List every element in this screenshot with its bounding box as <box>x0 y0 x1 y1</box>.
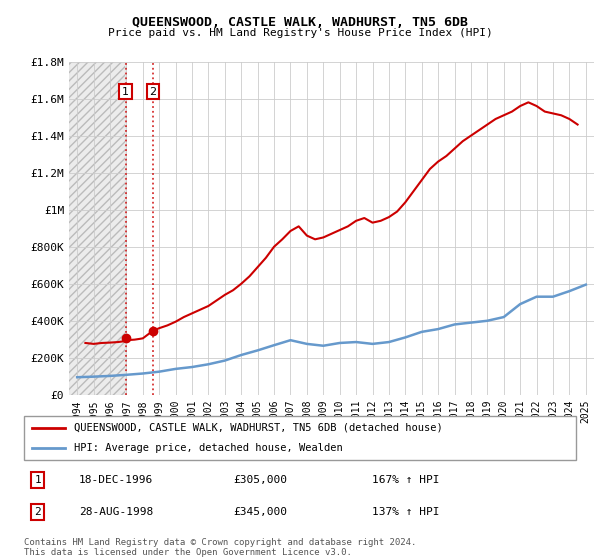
Bar <box>69 62 125 395</box>
Text: 167% ↑ HPI: 167% ↑ HPI <box>372 475 439 485</box>
Text: 1: 1 <box>34 475 41 485</box>
Text: Price paid vs. HM Land Registry's House Price Index (HPI): Price paid vs. HM Land Registry's House … <box>107 28 493 38</box>
Text: QUEENSWOOD, CASTLE WALK, WADHURST, TN5 6DB: QUEENSWOOD, CASTLE WALK, WADHURST, TN5 6… <box>132 16 468 29</box>
Text: 2: 2 <box>149 87 157 96</box>
Bar <box>69 62 125 395</box>
Text: 28-AUG-1998: 28-AUG-1998 <box>79 507 154 517</box>
Text: £345,000: £345,000 <box>234 507 288 517</box>
Text: £305,000: £305,000 <box>234 475 288 485</box>
Text: 18-DEC-1996: 18-DEC-1996 <box>79 475 154 485</box>
Text: QUEENSWOOD, CASTLE WALK, WADHURST, TN5 6DB (detached house): QUEENSWOOD, CASTLE WALK, WADHURST, TN5 6… <box>74 423 442 433</box>
Text: 2: 2 <box>34 507 41 517</box>
FancyBboxPatch shape <box>24 416 576 460</box>
Text: 1: 1 <box>122 87 129 96</box>
Text: 137% ↑ HPI: 137% ↑ HPI <box>372 507 439 517</box>
Text: HPI: Average price, detached house, Wealden: HPI: Average price, detached house, Weal… <box>74 443 343 453</box>
Text: Contains HM Land Registry data © Crown copyright and database right 2024.
This d: Contains HM Land Registry data © Crown c… <box>24 538 416 557</box>
